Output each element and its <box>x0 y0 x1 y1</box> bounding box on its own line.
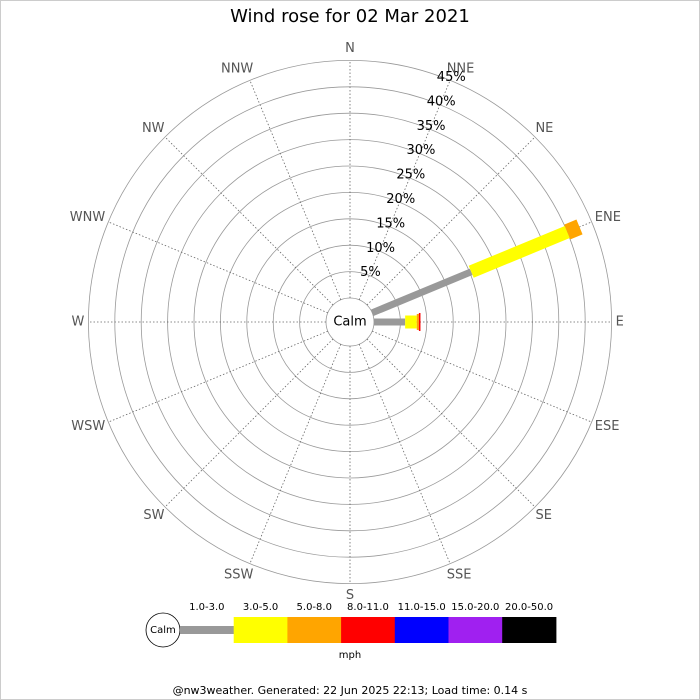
direction-label: ENE <box>595 210 621 225</box>
bar-segment <box>468 225 570 278</box>
spoke <box>366 136 536 306</box>
direction-label: NW <box>142 121 165 136</box>
ring-label: 35% <box>417 119 446 134</box>
direction-label: E <box>616 315 624 330</box>
direction-label: W <box>72 315 85 330</box>
bar-segment <box>564 219 583 240</box>
spoke <box>358 344 451 564</box>
legend-swatch <box>448 617 503 643</box>
ring-label: 15% <box>376 216 405 231</box>
calm-label: Calm <box>333 315 366 330</box>
ring-label: 20% <box>386 192 415 207</box>
bar-segment <box>416 314 419 330</box>
direction-label: NNE <box>447 62 475 77</box>
spoke <box>372 330 592 423</box>
ring <box>87 59 613 585</box>
spoke <box>164 136 334 306</box>
legend-label: 8.0-11.0 <box>347 602 389 613</box>
direction-label: SSW <box>224 567 254 582</box>
spoke <box>249 344 342 564</box>
spoke <box>366 338 536 508</box>
legend-swatch <box>233 617 288 643</box>
legend-label: 3.0-5.0 <box>243 602 278 613</box>
spoke <box>108 221 328 314</box>
spoke <box>164 338 334 508</box>
legend-calm-label: Calm <box>150 625 176 636</box>
direction-label: ESE <box>595 419 620 434</box>
legend-label: 1.0-3.0 <box>189 602 224 613</box>
direction-label: N <box>345 41 355 56</box>
ring-label: 10% <box>366 241 395 256</box>
legend-unit: mph <box>339 650 361 661</box>
ring <box>246 218 454 426</box>
spoke <box>358 80 451 300</box>
direction-label: NE <box>535 121 553 136</box>
bar-segment <box>405 315 417 329</box>
direction-label: S <box>346 588 354 603</box>
direction-label: SSE <box>447 567 472 582</box>
legend-swatch <box>394 617 449 643</box>
direction-label: WSW <box>71 419 105 434</box>
ring-label: 5% <box>360 265 381 280</box>
ring <box>193 165 507 479</box>
ring-label: 30% <box>406 143 435 158</box>
footer: @nw3weather. Generated: 22 Jun 2025 22:1… <box>173 684 528 697</box>
spoke <box>249 80 342 300</box>
legend-label: 15.0-20.0 <box>451 602 499 613</box>
legend-swatch <box>502 617 557 643</box>
bar-segment <box>370 268 473 317</box>
direction-label: SE <box>535 508 551 523</box>
direction-label: NNW <box>221 62 253 77</box>
direction-label: WNW <box>70 210 106 225</box>
spoke <box>108 330 328 423</box>
legend-label: 11.0-15.0 <box>398 602 446 613</box>
ring-label: 45% <box>437 70 466 85</box>
direction-label: SW <box>143 508 164 523</box>
legend-swatch <box>287 617 342 643</box>
ring-label: 40% <box>427 94 456 109</box>
bar-segment <box>374 318 406 326</box>
legend-label: 20.0-50.0 <box>505 602 553 613</box>
legend-label: 5.0-8.0 <box>297 602 332 613</box>
chart-title: Wind rose for 02 Mar 2021 <box>230 6 470 27</box>
bar-segment <box>418 313 421 331</box>
ring-label: 25% <box>396 168 425 183</box>
legend-swatch <box>180 626 235 634</box>
ring <box>140 112 560 532</box>
legend-swatch <box>341 617 396 643</box>
